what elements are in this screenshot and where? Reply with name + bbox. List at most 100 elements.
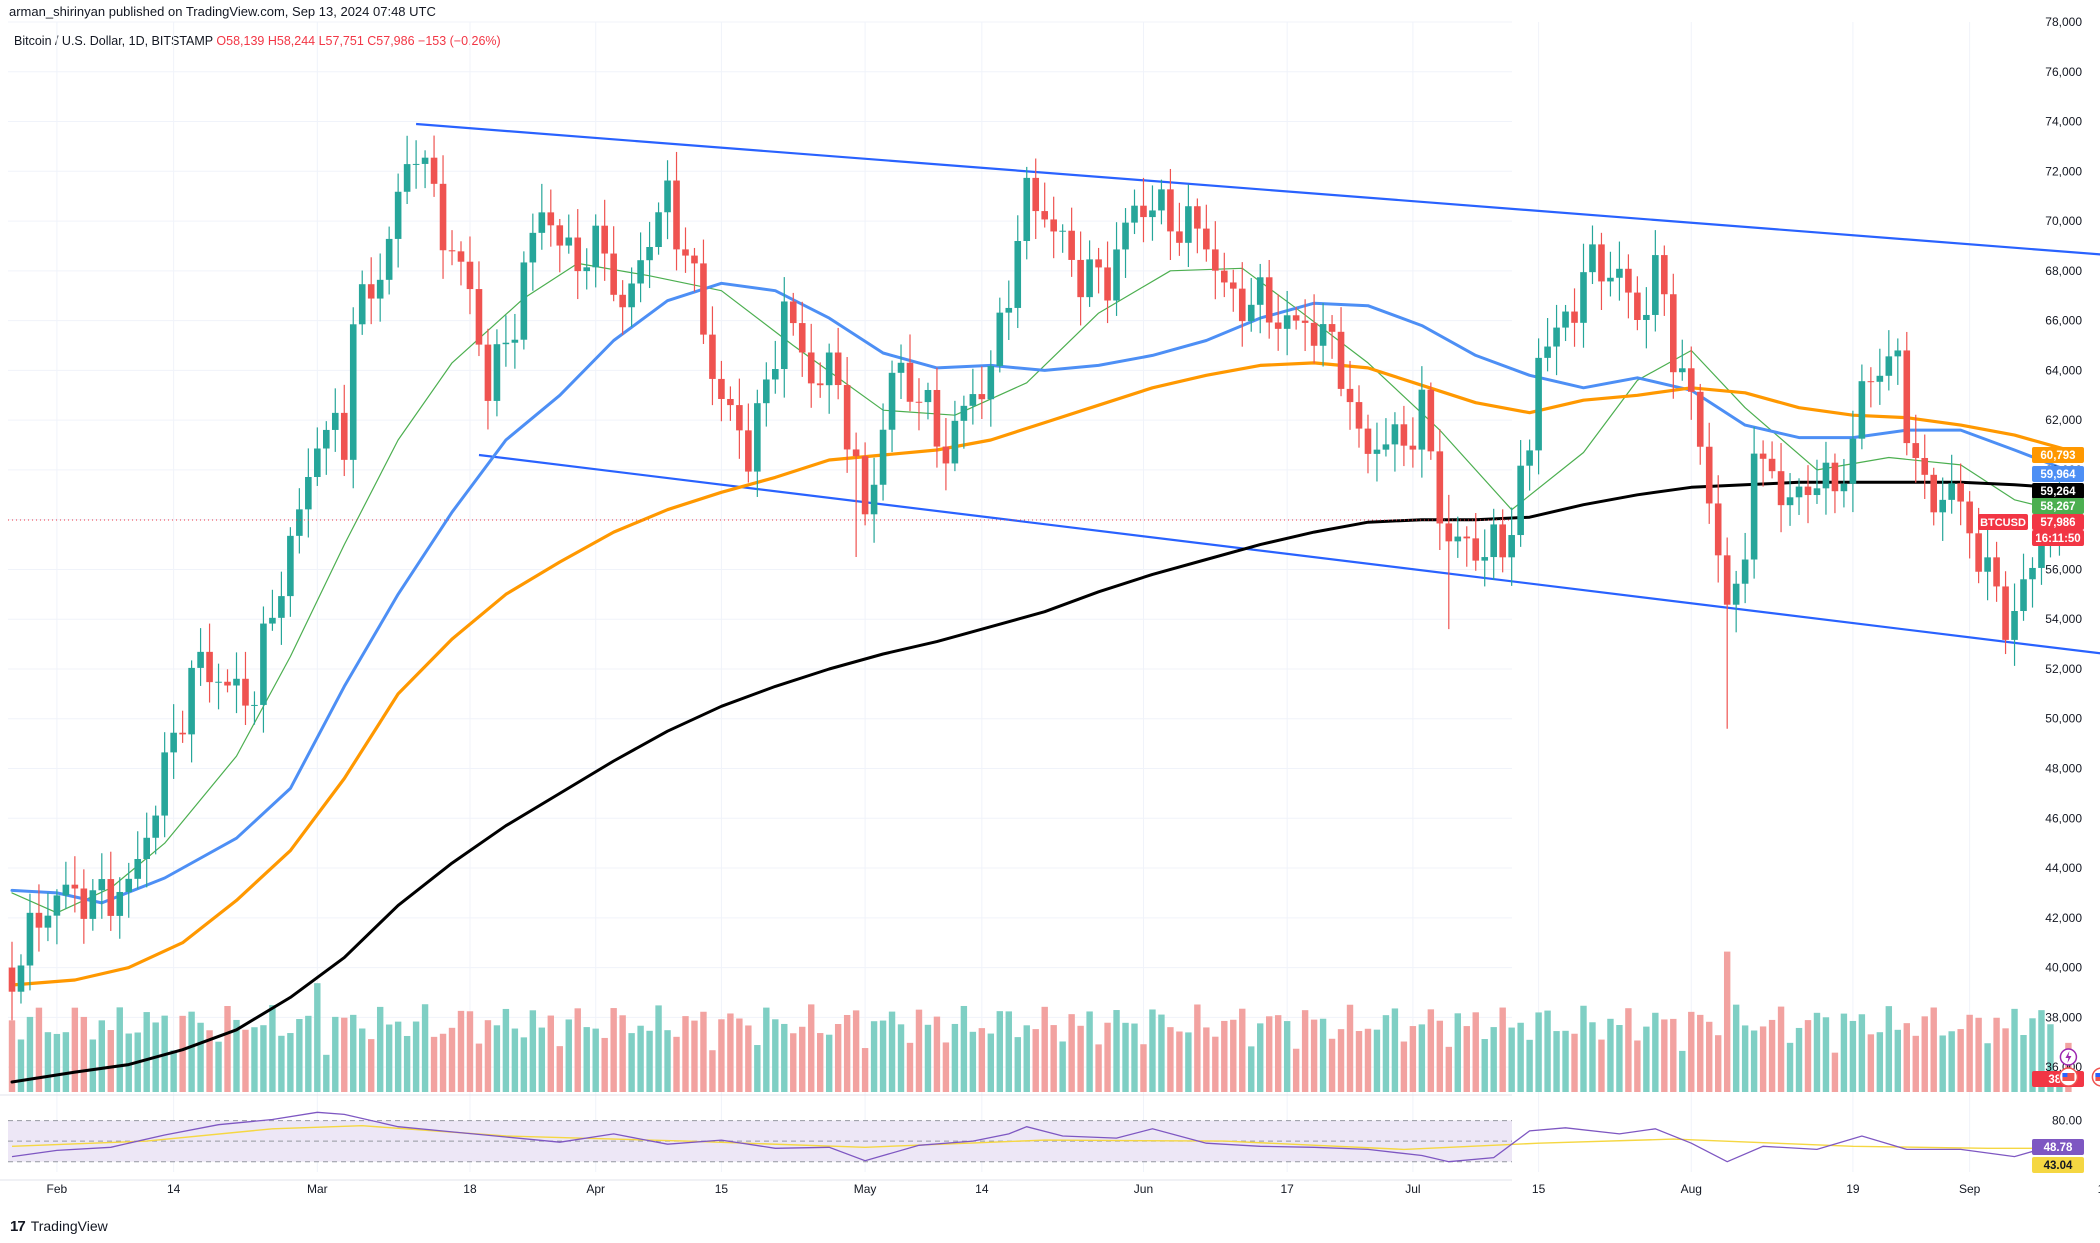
- candle-body: [53, 895, 61, 916]
- candle-body: [700, 263, 707, 335]
- event-markers[interactable]: [2058, 1048, 2100, 1087]
- candle-body: [197, 651, 204, 668]
- candle-body: [1113, 249, 1120, 301]
- candle-body: [1283, 315, 1291, 329]
- candle-body: [538, 212, 546, 233]
- volume-bar: [2020, 1035, 2027, 1092]
- volume-bar: [1337, 1029, 1345, 1092]
- volume-bar: [772, 1019, 779, 1092]
- volume-bar: [269, 1005, 276, 1092]
- candle-body: [331, 412, 339, 430]
- candle-body: [143, 837, 150, 859]
- volume-bar: [888, 1011, 896, 1092]
- volume-bar: [1077, 1025, 1084, 1092]
- descending-channel[interactable]: [416, 122, 2100, 680]
- volume-bar: [466, 1011, 474, 1092]
- channel-upper-line[interactable]: [416, 122, 2100, 272]
- volume-bar: [1481, 1039, 1488, 1092]
- volume-bar: [1230, 1019, 1237, 1092]
- ma50-line: [10, 281, 2070, 905]
- candle-body: [1813, 488, 1821, 496]
- volume-bar: [942, 1042, 950, 1092]
- candle-body: [1526, 450, 1533, 466]
- volume-bar: [359, 1028, 366, 1092]
- candle-body: [1741, 559, 1749, 584]
- candle-body: [1562, 311, 1569, 328]
- volume-bar: [251, 1027, 258, 1092]
- volume-bar: [1346, 1004, 1354, 1092]
- volume-bar: [448, 1027, 456, 1092]
- volume-bar: [852, 1010, 860, 1092]
- volume-bar: [1517, 1022, 1524, 1092]
- candle-body: [412, 163, 420, 165]
- volume-bar: [1050, 1025, 1057, 1092]
- tradingview-logo[interactable]: 17 TradingView: [10, 1218, 108, 1235]
- price-label: 60,793: [2040, 450, 2075, 462]
- volume-bar: [1795, 1027, 1803, 1092]
- x-tick-label: Aug: [1681, 1182, 1702, 1196]
- candle-body: [1625, 268, 1632, 293]
- candle-body: [1355, 402, 1363, 429]
- candle-body: [8, 967, 16, 992]
- volume-bar: [1319, 1018, 1327, 1092]
- candle-body: [1454, 536, 1462, 542]
- candle-body: [942, 446, 950, 464]
- volume-bar: [502, 1008, 510, 1092]
- candle-body: [35, 912, 43, 928]
- candle-body: [296, 509, 303, 536]
- volume-bar: [1068, 1014, 1075, 1092]
- rsi-panel: [8, 1111, 2069, 1163]
- volume-bar: [1562, 1030, 1569, 1092]
- candle-body: [1310, 322, 1318, 346]
- candle-body: [1023, 177, 1031, 241]
- volume-bar: [1580, 1005, 1587, 1092]
- volume-bar: [1858, 1014, 1866, 1092]
- candle-body: [628, 283, 635, 308]
- volume-bar: [242, 1029, 249, 1092]
- candle-body: [1445, 523, 1453, 542]
- candle-body: [1301, 320, 1309, 323]
- volume-bar: [1759, 1026, 1767, 1092]
- candle-body: [475, 289, 483, 345]
- volume-bar: [1984, 1043, 1991, 1092]
- candle-body: [1535, 357, 1542, 451]
- volume-bar: [583, 1027, 590, 1092]
- candle-body: [179, 732, 186, 735]
- candle-body: [1993, 557, 2000, 587]
- volume-bar: [763, 1007, 770, 1092]
- volume-bar: [1544, 1010, 1551, 1092]
- volume-bar: [1301, 1010, 1309, 1092]
- volume-bar: [1418, 1024, 1426, 1092]
- candle-body: [394, 191, 402, 239]
- candle-body: [1050, 219, 1057, 232]
- volume-bar: [1804, 1020, 1812, 1092]
- volume-bar: [403, 1035, 411, 1092]
- price-label-bg: [2032, 498, 2084, 514]
- candle-body: [565, 237, 573, 246]
- x-tick-label: 15: [1532, 1182, 1546, 1196]
- x-tick-label: Jun: [1134, 1182, 1153, 1196]
- volume-bar: [1364, 1028, 1372, 1092]
- candle-body: [89, 890, 97, 919]
- volume-bar: [296, 1019, 303, 1092]
- candle-body: [529, 232, 537, 263]
- candle-body: [825, 352, 833, 386]
- price-label-bg: [2032, 483, 2084, 499]
- volume-bar: [1266, 1016, 1273, 1092]
- volume-bar: [1203, 1027, 1210, 1092]
- candle-body: [646, 247, 653, 261]
- volume-bar: [673, 1036, 680, 1092]
- candle-body: [1607, 277, 1614, 282]
- volume-bar: [870, 1021, 878, 1092]
- volume-bar: [1948, 1031, 1955, 1092]
- candle-body: [1705, 446, 1713, 504]
- candle-body: [789, 301, 797, 324]
- volume-bar: [26, 1016, 34, 1092]
- candle-body: [376, 279, 384, 299]
- volume-bar: [790, 1033, 797, 1092]
- volume-bar: [1831, 1052, 1839, 1092]
- volume-bar: [1283, 1021, 1291, 1092]
- channel-lower-line[interactable]: [478, 453, 2100, 680]
- y-tick-label: 42,000: [2045, 911, 2082, 925]
